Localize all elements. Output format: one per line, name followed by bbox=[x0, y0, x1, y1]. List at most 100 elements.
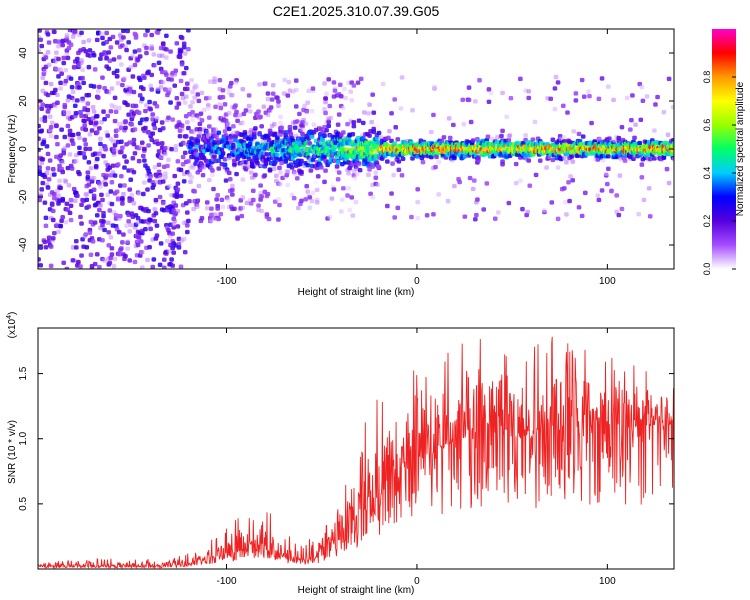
spectrogram-cell bbox=[341, 186, 346, 191]
spectrogram-cell bbox=[129, 122, 135, 127]
spectrogram-cell bbox=[277, 165, 282, 171]
spectrogram-cell bbox=[192, 95, 197, 100]
spectrogram-cell bbox=[48, 133, 54, 139]
spectrogram-cell bbox=[282, 77, 288, 83]
spectrogram-cell bbox=[378, 135, 384, 140]
spectrogram-cell bbox=[143, 108, 148, 114]
spectrogram-cell bbox=[175, 187, 181, 192]
spectrogram-cell bbox=[300, 131, 305, 137]
spectrogram-cell bbox=[185, 81, 190, 86]
spectrogram-cell bbox=[596, 197, 602, 203]
spectrogram-cell bbox=[160, 179, 166, 184]
spectrogram-cell bbox=[553, 74, 559, 80]
spectrogram-cell bbox=[107, 260, 113, 266]
spectrogram-cell bbox=[552, 106, 558, 112]
spectrogram-cell bbox=[60, 169, 66, 175]
spectrogram-cell bbox=[182, 249, 188, 255]
spectrogram-cell bbox=[154, 116, 160, 121]
spectrogram-cell bbox=[174, 41, 180, 46]
spectrogram-cell bbox=[179, 62, 185, 67]
spectrogram-cell bbox=[151, 257, 157, 262]
spectrogram-cell bbox=[142, 75, 147, 80]
spectrogram-cell bbox=[293, 87, 299, 93]
spectrogram-cell bbox=[54, 134, 59, 140]
spectrogram-cell bbox=[102, 227, 107, 233]
spectrogram-cell bbox=[228, 80, 234, 86]
spectrogram-cell bbox=[360, 120, 366, 126]
spectrogram-cell bbox=[607, 136, 612, 141]
spectrogram-cell bbox=[81, 151, 86, 156]
spectrogram-cell bbox=[264, 152, 270, 157]
spectrogram-cell bbox=[279, 125, 284, 131]
spectrogram-cell bbox=[172, 83, 178, 88]
spectrogram-cell bbox=[64, 34, 70, 40]
spectrogram-cell bbox=[278, 170, 283, 175]
spectrogram-cell bbox=[518, 76, 523, 82]
spectrogram-cell bbox=[77, 135, 82, 141]
spectrogram-cell bbox=[127, 229, 133, 234]
spectrogram-cell bbox=[78, 264, 83, 269]
spectrogram-cell bbox=[114, 189, 120, 194]
spectrogram-cell bbox=[614, 193, 620, 198]
spectrogram-cell bbox=[181, 70, 187, 76]
spectrogram-cell bbox=[146, 143, 151, 148]
spectrogram-cell bbox=[525, 209, 531, 215]
spectrogram-cell bbox=[154, 104, 160, 109]
spectrogram-cell bbox=[266, 216, 272, 222]
spectrogram-cell bbox=[219, 197, 225, 203]
spectrogram-cell bbox=[518, 178, 523, 183]
spectrogram-cell bbox=[323, 110, 328, 116]
spectrogram-cell bbox=[91, 175, 97, 181]
spectrogram-cell bbox=[38, 257, 41, 262]
spectrogram-cell bbox=[570, 178, 576, 183]
spectrogram-cell bbox=[95, 89, 101, 94]
spectrogram-cell bbox=[322, 81, 327, 86]
spectrogram-cell bbox=[75, 193, 80, 199]
spectrogram-cell bbox=[562, 139, 567, 144]
spectrogram-cell bbox=[156, 169, 162, 175]
spectrogram-cell bbox=[285, 169, 291, 175]
spectrogram-cell bbox=[235, 216, 240, 221]
spectrogram-cell bbox=[265, 112, 271, 117]
spectrogram-panel: -100 0 100 -40 -20 0 20 40 Height of straight … bbox=[7, 28, 675, 298]
spectrogram-x-ticks: -100 0 100 bbox=[217, 29, 616, 287]
spectrogram-cell bbox=[38, 29, 42, 33]
spectrogram-cell bbox=[144, 45, 149, 51]
spectrogram-cell bbox=[88, 120, 94, 125]
spectrogram-cell bbox=[112, 104, 118, 110]
spectrogram-cell bbox=[666, 180, 672, 186]
spectrogram-cell bbox=[73, 238, 79, 244]
spectrogram-cell bbox=[269, 97, 275, 102]
spectrogram-cell bbox=[533, 172, 539, 178]
spectrogram-cell bbox=[40, 157, 46, 162]
spectrogram-cell bbox=[409, 214, 414, 220]
spectrogram-cell bbox=[636, 211, 642, 217]
spectrogram-cell bbox=[159, 141, 165, 146]
spectrogram-cell bbox=[639, 162, 645, 167]
spectrogram-cell bbox=[596, 96, 602, 102]
spectrogram-cell bbox=[65, 55, 71, 61]
spectrogram-cell bbox=[108, 45, 114, 50]
spectrogram-cell bbox=[216, 216, 222, 222]
spectrogram-cell bbox=[544, 165, 549, 170]
spectrogram-cell bbox=[326, 123, 332, 129]
spectrogram-cell bbox=[323, 168, 328, 173]
spectrogram-cell bbox=[215, 206, 221, 211]
spectrogram-cell bbox=[160, 80, 166, 85]
spectrogram-cell bbox=[170, 263, 175, 268]
spectrogram-cell bbox=[189, 136, 194, 141]
spectrogram-cell bbox=[226, 126, 232, 132]
spectrogram-cell bbox=[132, 151, 138, 156]
spectrogram-cell bbox=[142, 180, 147, 185]
spectrogram-cell bbox=[191, 165, 196, 170]
spectrogram-cell bbox=[349, 98, 355, 103]
spectrogram-cell bbox=[351, 83, 357, 88]
spectrogram-cell bbox=[530, 137, 536, 142]
spectrogram-cell bbox=[313, 180, 319, 185]
spectrogram-y-tick-label: -20 bbox=[18, 189, 29, 204]
spectrogram-cell bbox=[287, 124, 293, 130]
spectrogram-cell bbox=[299, 198, 304, 204]
spectrogram-cell bbox=[90, 239, 96, 244]
spectrogram-cell bbox=[595, 193, 601, 198]
spectrogram-cell bbox=[67, 210, 73, 216]
